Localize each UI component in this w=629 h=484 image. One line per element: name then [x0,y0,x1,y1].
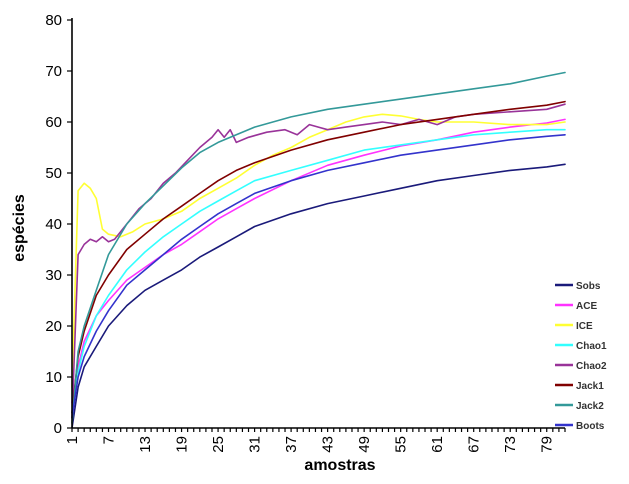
x-tick-label: 31 [247,436,264,453]
series-line-chao2 [71,103,566,419]
x-tick-label: 73 [502,436,519,453]
x-tick-label: 55 [393,436,410,453]
legend-label-jack2: Jack2 [576,401,604,412]
series-line-jack2 [71,71,566,424]
x-tick-label: 37 [283,436,300,453]
legend-label-chao2: Chao2 [576,361,607,372]
series-line-jack1 [71,100,566,414]
series-lines [71,71,566,429]
series-line-boots [71,134,566,419]
legend-label-chao1: Chao1 [576,341,607,352]
y-tick-label: 10 [45,369,62,386]
x-tick-label: 67 [466,436,483,453]
x-tick-label: 7 [101,436,118,444]
x-tick-label: 79 [539,436,556,453]
x-tick-label: 13 [137,436,154,453]
series-line-sobs [71,163,566,429]
legend-label-boots: Boots [576,421,605,432]
y-tick-label: 50 [45,165,62,182]
series-line-chao1 [71,128,566,414]
legend: Sobs ACE ICE Chao1 Chao2 Jack1 Jack2 Boots [555,281,607,432]
legend-label-jack1: Jack1 [576,381,604,392]
y-tick-label: 60 [45,114,62,131]
y-tick-label: 80 [45,12,62,29]
x-tick-label: 49 [356,436,373,453]
y-tick-label: 20 [45,318,62,335]
legend-label-ice: ICE [576,321,593,332]
y-tick-label: 0 [54,420,62,437]
x-tick-label: 43 [320,436,337,453]
x-tick-label: 61 [429,436,446,453]
y-axis-title: espécies [11,194,28,262]
legend-label-sobs: Sobs [576,281,601,292]
y-tick-label: 70 [45,63,62,80]
axes: 0 10 20 30 40 50 60 70 80 1 7 13 19 25 31 37 43 49 55 61 67 7… [45,12,566,453]
x-tick-label: 25 [210,436,227,453]
x-axis-title: amostras [304,457,375,474]
x-tick-label: 19 [174,436,191,453]
y-tick-label: 30 [45,267,62,284]
y-tick-label: 40 [45,216,62,233]
series-line-ace [71,118,566,404]
x-tick-label: 1 [64,436,81,444]
legend-label-ace: ACE [576,301,597,312]
